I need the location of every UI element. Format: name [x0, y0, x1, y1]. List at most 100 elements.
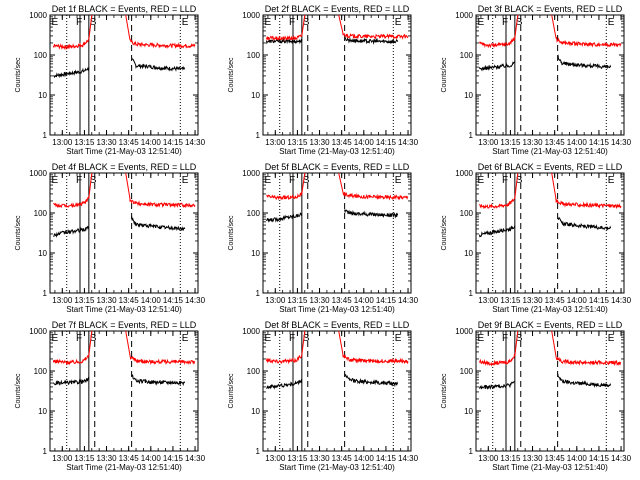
- marker-e-right: E: [182, 333, 189, 344]
- y-tick-label: 1000: [29, 169, 47, 178]
- marker-e-right: E: [608, 333, 615, 344]
- marker-e-left: E: [477, 333, 484, 344]
- y-axis-label: Counts/sec: [15, 57, 22, 93]
- y-tick-label: 1: [256, 131, 261, 140]
- x-tick-label: 13:00: [478, 138, 499, 147]
- events-series-line: [53, 225, 90, 238]
- y-axis-label: Counts/sec: [228, 373, 235, 409]
- x-tick-label: 14:00: [567, 296, 588, 305]
- x-tick-label: 13:30: [523, 296, 544, 305]
- lld-series-line: [551, 330, 622, 366]
- x-tick-label: 13:30: [310, 454, 331, 463]
- y-tick-label: 100: [460, 51, 474, 60]
- x-tick-label: 13:30: [310, 296, 331, 305]
- x-tick-label: 13:45: [332, 454, 353, 463]
- plot-frame: [49, 14, 199, 136]
- y-tick-label: 1: [43, 447, 48, 456]
- y-tick-label: 10: [38, 91, 47, 100]
- lld-series-line: [551, 14, 622, 48]
- marker-f: F: [76, 17, 82, 28]
- x-tick-label: 14:15: [163, 138, 184, 147]
- plot-frame: [262, 14, 412, 136]
- x-tick-label: 14:00: [141, 138, 162, 147]
- chart-panel: Det 3f BLACK = Events, RED = LLD 1 10 100 10…: [441, 4, 632, 156]
- events-series-line: [131, 216, 186, 231]
- x-tick-label: 13:15: [500, 454, 521, 463]
- x-tick-label: 13:45: [119, 138, 140, 147]
- y-tick-label: 10: [464, 91, 473, 100]
- x-tick-label: 13:30: [97, 296, 118, 305]
- marker-f: F: [502, 175, 508, 186]
- x-tick-label: 13:30: [310, 138, 331, 147]
- marker-e-left: E: [51, 17, 58, 28]
- marker-e-left: E: [477, 17, 484, 28]
- marker-s: S: [516, 175, 523, 186]
- x-tick-label: 14:00: [354, 296, 375, 305]
- x-tick-label: 14:30: [611, 138, 632, 147]
- x-tick-label: 14:30: [185, 138, 206, 147]
- y-tick-label: 100: [247, 367, 261, 376]
- marker-f: F: [289, 333, 295, 344]
- plot-frame: [49, 330, 199, 452]
- plot-frame: [262, 172, 412, 294]
- x-tick-label: 14:00: [354, 138, 375, 147]
- lld-series-line: [265, 14, 306, 42]
- plot-frame: [475, 330, 625, 452]
- marker-e-right: E: [608, 175, 615, 186]
- x-tick-label: 13:15: [74, 138, 95, 147]
- x-tick-label: 13:15: [500, 296, 521, 305]
- y-tick-label: 10: [38, 249, 47, 258]
- x-tick-label: 14:30: [611, 296, 632, 305]
- plot-frame: [49, 172, 199, 294]
- x-tick-label: 13:00: [265, 296, 286, 305]
- lld-series-line: [52, 330, 93, 366]
- lld-series-line: [125, 172, 196, 209]
- marker-e-left: E: [264, 17, 271, 28]
- events-series-line: [478, 225, 516, 238]
- events-series-line: [557, 216, 612, 231]
- y-tick-label: 1000: [455, 11, 473, 20]
- y-tick-label: 10: [251, 91, 260, 100]
- x-tick-label: 13:15: [500, 138, 521, 147]
- events-series-line: [557, 373, 612, 388]
- plot-frame: [475, 14, 625, 136]
- x-tick-label: 13:15: [287, 454, 308, 463]
- x-tick-label: 13:45: [332, 138, 353, 147]
- x-tick-label: 14:00: [567, 454, 588, 463]
- x-tick-label: 14:30: [398, 296, 419, 305]
- x-tick-label: 14:00: [141, 454, 162, 463]
- y-axis-label: Counts/sec: [441, 373, 448, 409]
- x-tick-label: 14:00: [354, 454, 375, 463]
- x-tick-label: 14:15: [376, 296, 397, 305]
- y-tick-label: 100: [247, 51, 261, 60]
- chart-title: Det 8f BLACK = Events, RED = LLD: [265, 320, 410, 330]
- events-series-line: [478, 381, 516, 390]
- y-tick-label: 1: [256, 289, 261, 298]
- x-tick-label: 13:00: [52, 138, 73, 147]
- x-tick-label: 14:15: [163, 454, 184, 463]
- x-tick-label: 13:45: [119, 296, 140, 305]
- y-tick-label: 1000: [29, 327, 47, 336]
- y-axis-label: Counts/sec: [228, 57, 235, 93]
- x-tick-label: 13:30: [523, 454, 544, 463]
- x-axis-label: Start Time (21-May-03 12:51:40): [66, 147, 182, 156]
- x-tick-label: 14:30: [398, 454, 419, 463]
- x-tick-label: 13:30: [97, 454, 118, 463]
- y-tick-label: 1: [469, 447, 474, 456]
- x-tick-label: 14:15: [589, 454, 610, 463]
- x-tick-label: 13:00: [52, 454, 73, 463]
- marker-s: S: [303, 333, 310, 344]
- plot-frame: [475, 172, 625, 294]
- chart-title: Det 3f BLACK = Events, RED = LLD: [478, 4, 623, 14]
- y-tick-label: 1: [256, 447, 261, 456]
- x-axis-label: Start Time (21-May-03 12:51:40): [66, 305, 182, 314]
- marker-s: S: [90, 17, 97, 28]
- x-tick-label: 13:00: [478, 454, 499, 463]
- y-axis-label: Counts/sec: [441, 57, 448, 93]
- x-tick-label: 13:15: [287, 296, 308, 305]
- marker-e-right: E: [395, 175, 402, 186]
- chart-panel: Det 6f BLACK = Events, RED = LLD 1 10 100 10…: [441, 162, 632, 314]
- y-tick-label: 100: [34, 209, 48, 218]
- x-axis-label: Start Time (21-May-03 12:51:40): [279, 463, 395, 472]
